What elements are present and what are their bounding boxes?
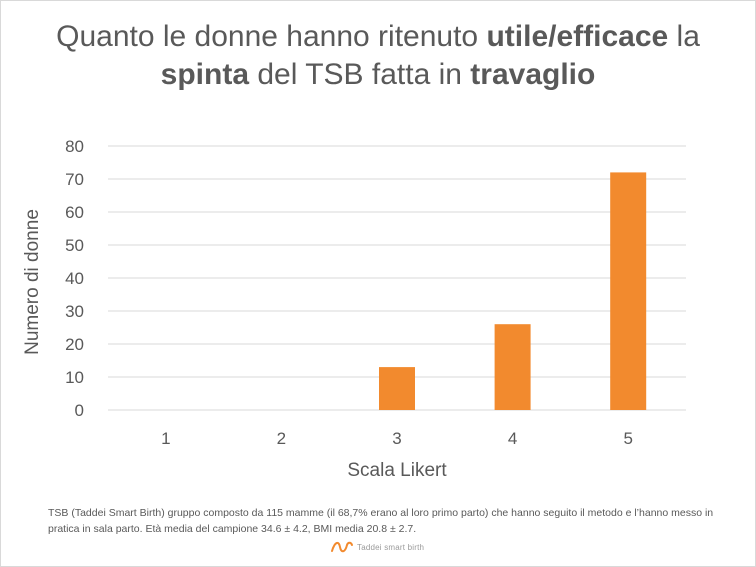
title-bold-3: travaglio: [470, 58, 596, 91]
y-tick-label: 10: [65, 368, 84, 387]
y-tick-label: 30: [65, 302, 84, 321]
x-tick-label: 4: [508, 429, 517, 448]
brand-text: Taddei smart birth: [357, 542, 425, 552]
y-axis-title: Numero di donne: [22, 209, 43, 355]
x-tick-labels: 1 2 3 4 5: [161, 429, 633, 448]
y-tick-label: 20: [65, 335, 84, 354]
title-bold-1: utile/efficace: [486, 20, 669, 53]
bar-3: [379, 367, 415, 410]
brand-swirl-icon: [331, 541, 353, 553]
bar-chart: 0 10 20 30 40 50 60 70 80 1 2 3 4 5 Scala Likert Num…: [22, 137, 686, 481]
y-tick-label: 70: [65, 170, 84, 189]
bar-4: [494, 324, 531, 410]
y-tick-label: 50: [65, 236, 84, 255]
y-tick-label: 80: [65, 137, 84, 156]
x-axis-title: Scala Likert: [347, 460, 447, 481]
x-tick-label: 5: [623, 429, 632, 448]
title-bold-2: spinta: [160, 58, 250, 91]
y-tick-labels: 0 10 20 30 40 50 60 70 80: [65, 137, 84, 420]
x-tick-label: 2: [277, 429, 286, 448]
y-tick-label: 60: [65, 203, 84, 222]
title-part-2: la: [668, 20, 700, 53]
y-tick-label: 0: [75, 401, 84, 420]
bar-5: [610, 172, 647, 410]
bars: [379, 172, 647, 410]
y-tick-label: 40: [65, 269, 84, 288]
brand-logo: Taddei smart birth: [330, 538, 424, 556]
x-tick-label: 3: [392, 429, 401, 448]
title-part-1: Quanto le donne hanno ritenuto: [56, 20, 487, 53]
footnote: TSB (Taddei Smart Birth) gruppo composto…: [48, 507, 714, 535]
x-tick-label: 1: [161, 429, 170, 448]
chart-title: Quanto le donne hanno ritenuto utile/eff…: [0, 18, 756, 94]
title-part-3: del TSB fatta in: [249, 58, 471, 91]
